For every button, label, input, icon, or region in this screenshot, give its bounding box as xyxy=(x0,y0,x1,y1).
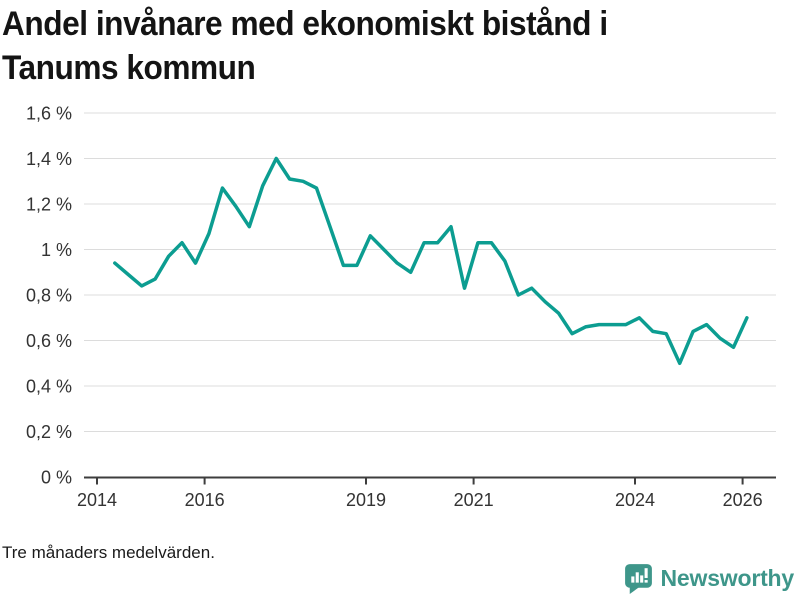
y-tick-label: 1 % xyxy=(41,240,72,260)
newsworthy-logo[interactable]: Newsworthy xyxy=(624,562,794,595)
newsworthy-logo-icon xyxy=(624,564,652,594)
chart-title-line-1: Andel invånare med ekonomiskt bistånd i xyxy=(2,5,608,43)
y-tick-label: 0,6 % xyxy=(26,331,72,351)
y-tick-label: 0 % xyxy=(41,468,72,488)
chart-title: Andel invånare med ekonomiskt bistånd i … xyxy=(2,2,608,90)
y-tick-label: 1,2 % xyxy=(26,195,72,215)
x-tick-label: 2016 xyxy=(185,490,225,510)
y-tick-label: 0,2 % xyxy=(26,422,72,442)
x-tick-label: 2024 xyxy=(615,490,655,510)
y-tick-label: 1,4 % xyxy=(26,149,72,169)
y-tick-label: 0,8 % xyxy=(26,286,72,306)
x-tick-label: 2019 xyxy=(346,490,386,510)
data-line xyxy=(113,156,749,366)
y-tick-label: 1,6 % xyxy=(26,104,72,124)
chart-footnote: Tre månaders medelvärden. xyxy=(2,543,215,562)
chart-title-line-2: Tanums kommun xyxy=(2,49,256,87)
newsworthy-logo-text: Newsworthy xyxy=(660,565,795,591)
x-tick-label: 2021 xyxy=(454,490,494,510)
x-tick-label: 2026 xyxy=(723,490,763,510)
y-tick-label: 0,4 % xyxy=(26,377,72,397)
x-tick-label: 2014 xyxy=(77,490,117,510)
